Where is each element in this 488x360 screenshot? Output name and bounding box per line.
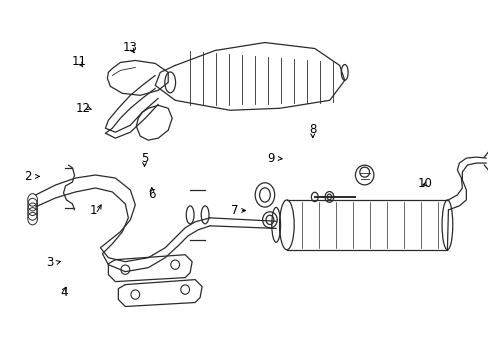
Text: 4: 4 bbox=[60, 287, 68, 300]
Text: 10: 10 bbox=[417, 177, 431, 190]
Text: 5: 5 bbox=[141, 152, 148, 165]
Text: 7: 7 bbox=[230, 204, 238, 217]
Text: 11: 11 bbox=[71, 55, 86, 68]
Text: 6: 6 bbox=[148, 188, 155, 201]
Text: 3: 3 bbox=[46, 256, 53, 269]
Text: 13: 13 bbox=[122, 41, 137, 54]
Text: 2: 2 bbox=[24, 170, 31, 183]
Text: 9: 9 bbox=[267, 152, 275, 165]
Text: 8: 8 bbox=[308, 123, 316, 136]
Text: 1: 1 bbox=[89, 204, 97, 217]
Text: 12: 12 bbox=[76, 102, 91, 115]
